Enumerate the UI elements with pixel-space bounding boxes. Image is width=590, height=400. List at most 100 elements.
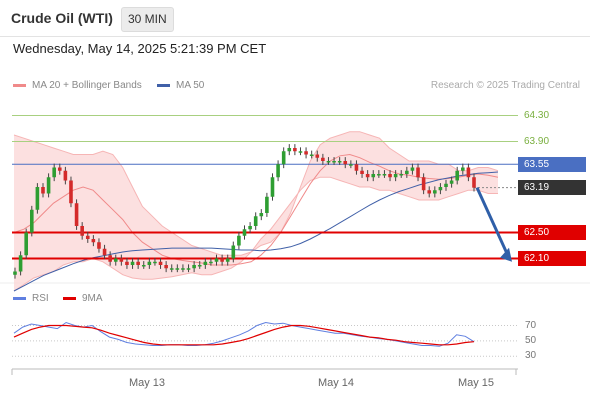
candle-body	[35, 187, 40, 210]
candle-body	[382, 174, 387, 176]
ma50-line	[13, 171, 499, 292]
bollinger-band	[14, 131, 498, 291]
candle-body	[108, 255, 112, 262]
rsi-tick-label: 70	[525, 319, 537, 331]
candle-body	[349, 164, 353, 166]
candle-body	[449, 180, 454, 184]
level-label-pivot: 63.55	[518, 156, 586, 172]
candle-body	[444, 183, 448, 187]
candle-body	[203, 261, 208, 265]
candle-body	[169, 268, 174, 270]
level-label-support: 62.10	[518, 251, 586, 266]
candle-body	[281, 151, 286, 165]
candle-body	[231, 245, 236, 259]
candle-body	[410, 167, 415, 171]
candle-body	[164, 265, 168, 269]
ma50-swatch	[157, 84, 170, 87]
candle-body	[438, 187, 443, 191]
candle-body	[427, 190, 432, 194]
candle-body	[225, 258, 230, 262]
candle-body	[276, 164, 280, 178]
legend-ma50-label: MA 50	[176, 80, 205, 91]
x-tick-label: May 13	[128, 377, 166, 389]
candle-body	[399, 174, 404, 176]
candle-body	[332, 161, 336, 163]
x-tick-label: May 14	[317, 377, 355, 389]
candle-body	[259, 213, 264, 217]
candle-body	[214, 258, 219, 262]
candle-body	[153, 261, 157, 264]
candle-body	[421, 177, 426, 191]
candle-body	[130, 261, 135, 265]
candle-body	[18, 255, 23, 272]
candle-body	[466, 167, 471, 178]
candle-body	[197, 265, 202, 267]
candle-body	[377, 174, 381, 176]
chart-header: Crude Oil (WTI) 30 MIN	[0, 0, 590, 37]
candle-body	[102, 248, 107, 256]
candle-body	[57, 167, 62, 171]
copyright-text: Research © 2025 Trading Central	[430, 80, 580, 91]
legend-rsi-label: RSI	[32, 293, 49, 304]
candle-body	[29, 209, 34, 233]
candle-body	[461, 167, 465, 171]
candle-body	[248, 226, 252, 230]
level-label-current: 63.19	[518, 180, 586, 196]
legend-ma20-bb: MA 20 + Bollinger Bands	[13, 80, 142, 91]
candle-body	[354, 164, 359, 171]
candle-body	[158, 261, 163, 265]
candle-body	[360, 170, 364, 174]
legend-ma20-bb-label: MA 20 + Bollinger Bands	[32, 80, 142, 91]
candle-body	[119, 258, 124, 262]
candle-body	[455, 170, 460, 181]
timeframe-button[interactable]: 30 MIN	[121, 7, 174, 32]
candle-body	[326, 161, 331, 163]
legend-ma50: MA 50	[157, 80, 204, 91]
candle-body	[74, 203, 79, 226]
candle-body	[97, 242, 101, 249]
candle-body	[265, 196, 269, 213]
instrument-title: Crude Oil (WTI)	[11, 10, 113, 26]
candle-body	[41, 187, 45, 194]
candle-body	[181, 268, 185, 270]
level-label-resistance: 63.90	[524, 136, 550, 147]
legend-9ma-label: 9MA	[82, 293, 103, 304]
candle-body	[186, 268, 191, 270]
candle-body	[209, 261, 213, 264]
candle-body	[393, 174, 398, 178]
candle-body	[371, 174, 376, 178]
candle-body	[416, 167, 420, 178]
candle-body	[80, 226, 84, 236]
ma9-swatch	[63, 297, 76, 300]
candle-body	[113, 258, 118, 262]
candle-body	[220, 258, 224, 262]
candle-body	[141, 265, 146, 267]
candle-body	[52, 167, 56, 178]
candle-body	[253, 216, 258, 226]
rsi-tick-label: 50	[525, 334, 537, 346]
ma20-swatch	[13, 84, 26, 87]
candle-body	[309, 154, 314, 156]
candle-body	[270, 177, 275, 197]
candle-body	[405, 170, 409, 174]
candle-body	[147, 261, 152, 265]
candle-body	[472, 177, 476, 188]
candle-body	[237, 235, 241, 246]
rsi-tick-label: 30	[525, 350, 537, 362]
candle-body	[365, 174, 370, 178]
candle-body	[175, 268, 180, 270]
candle-body	[69, 180, 73, 204]
candle-body	[136, 261, 140, 265]
x-tick-label: May 15	[457, 377, 495, 389]
level-label-resistance: 64.30	[524, 110, 550, 121]
candle-body	[85, 235, 90, 239]
rsi-ma-line	[13, 324, 475, 346]
candle-body	[13, 271, 17, 275]
candle-body	[388, 174, 392, 178]
candle-body	[91, 239, 96, 243]
candle-body	[192, 265, 196, 269]
candle-body	[298, 151, 303, 153]
candle-body	[304, 151, 308, 155]
candle-body	[343, 161, 348, 165]
